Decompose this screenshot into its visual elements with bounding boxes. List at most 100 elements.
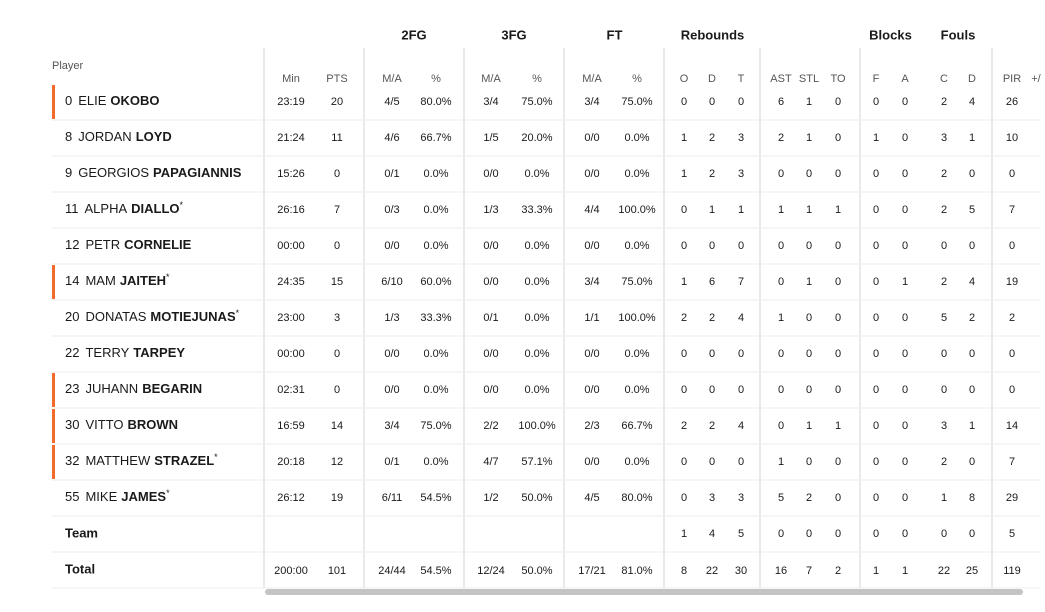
- player-name: 11 ALPHA DIALLO*: [65, 200, 184, 216]
- stat-cell: 0: [902, 348, 908, 360]
- stat-cell: 0: [1009, 168, 1015, 180]
- stat-cell: 3/4: [584, 96, 599, 108]
- stat-cell: 75.0%: [621, 276, 652, 288]
- stat-cell: 6: [709, 276, 715, 288]
- stat-cell: 0/0: [483, 240, 498, 252]
- player-last-name: CORNELIE: [124, 237, 192, 252]
- stat-cell: 0/0: [584, 240, 599, 252]
- stat-cell: 0/0: [384, 348, 399, 360]
- stat-cell: 1/3: [384, 312, 399, 324]
- player-number: 12: [65, 237, 79, 252]
- stat-cell: 0: [709, 384, 715, 396]
- column-header: T: [738, 73, 745, 85]
- player-name: 12 PETR CORNELIE: [65, 237, 192, 252]
- stat-cell: 0/1: [384, 168, 399, 180]
- scrollbar[interactable]: [265, 589, 1023, 595]
- stat-cell: 21:24: [277, 132, 305, 144]
- stat-cell: 54.5%: [420, 565, 451, 577]
- stat-cell: 0: [681, 96, 687, 108]
- stat-cell: 0: [778, 420, 784, 432]
- player-name: 20 DONATAS MOTIEJUNAS*: [65, 308, 240, 324]
- player-last-name: MOTIEJUNAS: [150, 309, 236, 324]
- stat-cell: 1: [681, 528, 687, 540]
- stat-cell: 57.1%: [521, 456, 552, 468]
- stat-cell: 0/0: [483, 348, 498, 360]
- player-last-name: STRAZEL: [154, 453, 214, 468]
- stat-cell: 0/1: [384, 456, 399, 468]
- player-first-name: ELIE: [78, 93, 107, 108]
- stat-cell: 0: [873, 348, 879, 360]
- player-first-name: DONATAS: [85, 309, 146, 324]
- stat-cell: 5: [738, 528, 744, 540]
- group-header: Rebounds: [681, 27, 745, 42]
- stat-cell: 20: [331, 96, 343, 108]
- stat-cell: 12: [331, 456, 343, 468]
- stat-cell: 14: [1006, 420, 1018, 432]
- stat-cell: 26:16: [277, 204, 305, 216]
- stat-cell: 0: [806, 312, 812, 324]
- stat-cell: 3/4: [483, 96, 498, 108]
- stat-cell: 50.0%: [521, 492, 552, 504]
- stat-cell: 0: [873, 276, 879, 288]
- column-header: %: [431, 73, 441, 85]
- stat-cell: 0: [681, 492, 687, 504]
- player-number: 22: [65, 345, 79, 360]
- player-first-name: MATTHEW: [85, 453, 150, 468]
- stat-cell: 0: [1009, 384, 1015, 396]
- stat-cell: 0.0%: [423, 240, 448, 252]
- stat-cell: 119: [1003, 565, 1021, 577]
- stat-cell: 0: [806, 168, 812, 180]
- column-header: %: [532, 73, 542, 85]
- stat-cell: 33.3%: [420, 312, 451, 324]
- stat-cell: 0: [738, 456, 744, 468]
- player-name: 32 MATTHEW STRAZEL*: [65, 452, 218, 468]
- player-number: 20: [65, 309, 79, 324]
- column-header: M/A: [481, 73, 501, 85]
- stat-cell: 3/4: [384, 420, 399, 432]
- stat-cell: 0: [941, 240, 947, 252]
- stat-cell: 2: [681, 312, 687, 324]
- stat-cell: 0: [709, 456, 715, 468]
- stat-cell: 0.0%: [624, 456, 649, 468]
- stat-cell: 0/0: [584, 168, 599, 180]
- stat-cell: 0: [1009, 240, 1015, 252]
- player-number: 9: [65, 165, 72, 180]
- stat-cell: 3/4: [584, 276, 599, 288]
- stat-cell: 0: [738, 96, 744, 108]
- stat-cell: 1: [902, 565, 908, 577]
- stat-cell: 0: [902, 456, 908, 468]
- stat-cell: 80.0%: [621, 492, 652, 504]
- player-first-name: MAM: [85, 273, 115, 288]
- stat-cell: 0.0%: [524, 240, 549, 252]
- stat-cell: 2: [709, 312, 715, 324]
- stat-cell: 4: [969, 276, 975, 288]
- group-header: Fouls: [941, 27, 976, 42]
- stat-cell: 100.0%: [618, 204, 656, 216]
- stat-cell: 0.0%: [524, 168, 549, 180]
- stat-cell: 0: [334, 240, 340, 252]
- stat-cell: 0: [806, 384, 812, 396]
- stat-cell: 0/0: [584, 132, 599, 144]
- stat-cell: 0.0%: [624, 348, 649, 360]
- stat-cell: 66.7%: [420, 132, 451, 144]
- player-note: *: [214, 452, 218, 462]
- stat-cell: 0: [873, 420, 879, 432]
- stat-cell: 50.0%: [521, 565, 552, 577]
- player-number: 0: [65, 93, 72, 108]
- stat-cell: 0: [709, 96, 715, 108]
- stat-cell: 3: [738, 168, 744, 180]
- player-name: 23 JUHANN BEGARIN: [65, 381, 202, 396]
- stat-cell: 0: [902, 384, 908, 396]
- player-note: *: [236, 308, 240, 318]
- stat-cell: 14: [331, 420, 343, 432]
- stat-cell: 4: [738, 312, 744, 324]
- column-header: Min: [282, 73, 300, 85]
- stat-cell: 0: [681, 204, 687, 216]
- stat-cell: 1: [969, 420, 975, 432]
- stat-cell: 0: [806, 456, 812, 468]
- stat-cell: 1: [778, 312, 784, 324]
- stat-cell: 2: [835, 565, 841, 577]
- stat-cell: 0: [873, 384, 879, 396]
- stat-cell: 1: [806, 204, 812, 216]
- stat-cell: 0: [873, 492, 879, 504]
